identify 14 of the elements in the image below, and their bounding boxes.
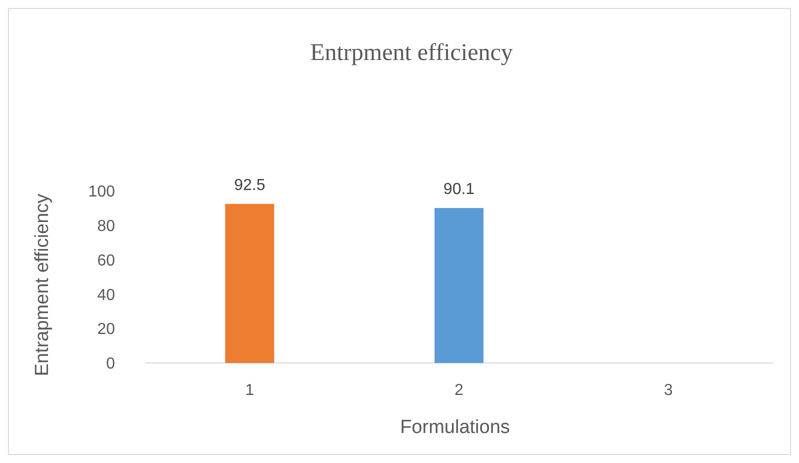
x-tick-label: 2 (454, 382, 464, 399)
y-tick-label: 100 (88, 184, 116, 201)
y-tick-label: 0 (106, 356, 116, 373)
data-label: 92.5 (234, 176, 266, 194)
y-axis-title: Entrapment efficiency (32, 193, 53, 376)
x-axis-title: Formulations (400, 417, 510, 438)
y-tick-label: 60 (97, 252, 116, 270)
chart-title: Entrpment efficiency (310, 40, 513, 66)
x-tick-label: 1 (245, 382, 254, 399)
y-tick-label: 80 (97, 218, 116, 235)
y-tick-label: 40 (97, 286, 116, 304)
x-tick-label: 3 (664, 382, 673, 399)
y-tick-label: 20 (97, 321, 116, 338)
data-label: 90.1 (443, 181, 475, 198)
